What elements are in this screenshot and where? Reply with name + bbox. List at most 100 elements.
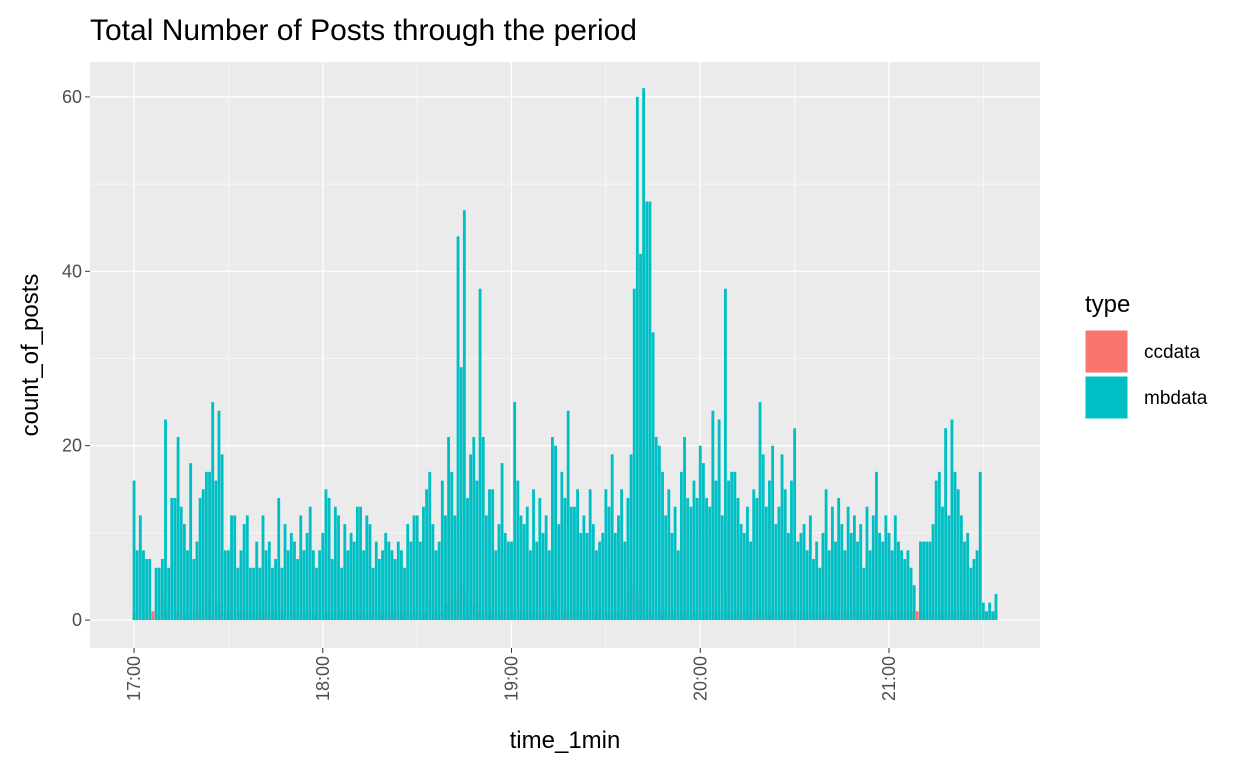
x-tick-label: 17:00	[124, 656, 144, 701]
bar	[204, 471, 208, 621]
bar	[563, 498, 567, 621]
x-tick-label: 21:00	[879, 656, 899, 701]
bar	[321, 532, 325, 621]
bar	[739, 524, 743, 621]
bar	[447, 436, 451, 621]
bar	[453, 515, 457, 621]
bar	[969, 567, 973, 621]
bar	[261, 515, 265, 621]
bar	[484, 515, 488, 621]
bar	[516, 480, 520, 621]
bar	[975, 550, 979, 621]
bar	[642, 88, 646, 621]
bar	[195, 541, 199, 621]
bar	[359, 506, 362, 621]
y-tick-label: 40	[62, 261, 82, 281]
bar	[497, 524, 501, 621]
bar	[160, 559, 164, 621]
bar	[692, 480, 696, 621]
bar	[220, 454, 224, 621]
bar	[349, 532, 353, 621]
bar	[525, 506, 529, 621]
bar	[434, 550, 438, 621]
bar	[255, 541, 259, 621]
x-axis-title: time_1min	[510, 727, 621, 754]
bar	[897, 541, 900, 621]
bar	[799, 532, 803, 621]
bar	[157, 567, 161, 621]
legend-key	[1084, 375, 1129, 420]
bar	[418, 541, 422, 621]
bar	[701, 463, 705, 621]
bar	[437, 541, 441, 621]
bar	[909, 567, 913, 621]
bar	[657, 445, 661, 621]
bar	[786, 532, 790, 621]
bar	[805, 550, 809, 621]
bar	[494, 550, 498, 621]
bar	[900, 550, 904, 621]
bar	[827, 550, 831, 621]
bar	[812, 559, 815, 621]
bar	[456, 236, 460, 621]
bar	[179, 506, 183, 621]
bar	[560, 471, 564, 621]
bar	[727, 480, 730, 621]
bar	[645, 201, 649, 621]
bar	[824, 489, 828, 621]
bar	[852, 515, 856, 621]
bar	[302, 550, 306, 621]
bar	[661, 471, 664, 621]
legend-title: type	[1085, 291, 1130, 318]
bar	[500, 463, 504, 621]
bar	[632, 288, 636, 621]
bar	[601, 532, 605, 621]
bar	[635, 96, 639, 621]
bar	[862, 567, 866, 621]
bar	[705, 498, 708, 621]
bar	[717, 419, 721, 621]
bar	[286, 550, 290, 621]
bar	[217, 410, 221, 621]
bar	[689, 506, 693, 621]
x-tick-label: 20:00	[690, 656, 710, 701]
bar	[444, 515, 447, 621]
bar	[884, 515, 888, 621]
bar	[557, 524, 561, 621]
bar	[412, 515, 416, 621]
x-tick-label: 18:00	[313, 656, 333, 701]
bar	[972, 559, 976, 621]
bar	[840, 524, 844, 621]
legend-label: mbdata	[1144, 388, 1208, 409]
bar	[271, 567, 274, 621]
bar	[318, 550, 322, 621]
bar	[176, 436, 180, 621]
bar	[947, 515, 951, 621]
bar	[893, 515, 897, 621]
bar	[714, 480, 718, 621]
bar	[991, 611, 995, 621]
bar	[425, 489, 429, 621]
bar	[903, 559, 907, 621]
bar	[651, 332, 655, 621]
y-tick-label: 60	[62, 87, 82, 107]
bar	[267, 541, 271, 621]
bar	[355, 506, 359, 621]
bar	[211, 402, 215, 621]
bar	[346, 550, 350, 621]
bar	[981, 602, 985, 621]
bar	[746, 506, 749, 621]
bar	[749, 541, 753, 621]
bar	[733, 471, 737, 621]
bar	[588, 489, 592, 621]
bar	[242, 524, 246, 621]
bar	[742, 532, 746, 621]
x-tick-label: 19:00	[502, 656, 522, 701]
bar	[720, 515, 724, 621]
bar	[186, 550, 189, 621]
bar	[252, 567, 255, 621]
bar	[475, 480, 479, 621]
bar	[274, 559, 278, 621]
bar	[277, 498, 281, 621]
bar	[906, 550, 910, 621]
